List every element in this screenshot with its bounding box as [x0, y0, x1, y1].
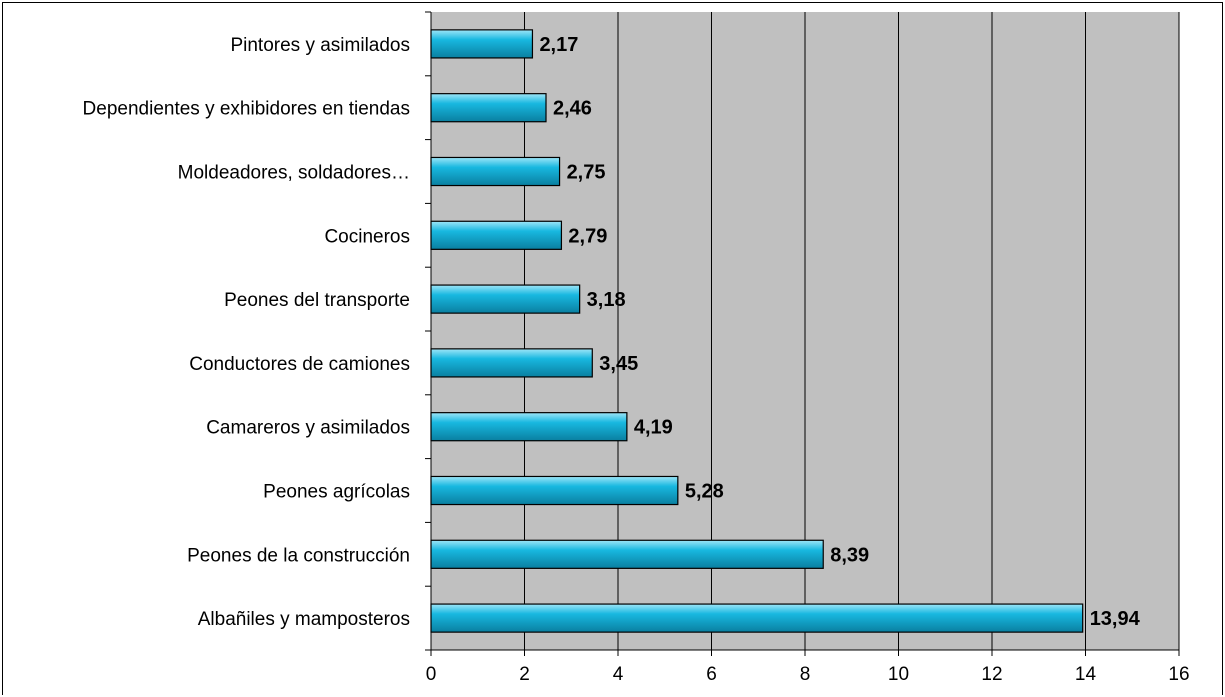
bar — [430, 220, 563, 250]
x-tick-label: 8 — [800, 664, 811, 685]
data-label: 2,17 — [539, 34, 578, 56]
category-label: Conductores de camiones — [189, 354, 410, 375]
bar — [430, 93, 547, 123]
data-label: 3,18 — [587, 289, 626, 311]
category-label: Camareros y asimilados — [206, 418, 410, 439]
bar — [430, 29, 534, 59]
x-tick-label: 0 — [426, 664, 437, 685]
bar — [430, 348, 593, 378]
category-labels: Albañiles y mamposteros Peones de la cons… — [83, 35, 410, 630]
bar — [430, 156, 561, 187]
data-labels: 13,94 8,39 5,28 4,19 3,45 3,18 2,79 2,75 2,46 2,1… — [539, 34, 1140, 630]
bar — [430, 539, 824, 569]
category-label: Albañiles y mamposteros — [198, 609, 410, 630]
data-label: 5,28 — [685, 481, 724, 503]
x-tick-label: 2 — [519, 664, 530, 685]
x-tick-label: 14 — [1075, 664, 1097, 685]
data-label: 3,45 — [599, 353, 638, 375]
category-label: Peones de la construcción — [187, 545, 410, 566]
category-label: Moldeadores, soldadores… — [178, 163, 410, 184]
bars — [430, 29, 1084, 633]
x-tick-label: 4 — [613, 664, 624, 685]
data-label: 2,79 — [568, 225, 607, 247]
data-label: 4,19 — [634, 417, 673, 439]
x-tick-label: 10 — [888, 664, 909, 685]
x-tick-labels: 0 2 4 6 8 10 12 14 16 — [426, 664, 1190, 685]
axes — [425, 11, 1180, 656]
category-label: Pintores y asimilados — [230, 35, 410, 56]
bar — [430, 284, 581, 314]
category-label: Dependientes y exhibidores en tiendas — [83, 99, 410, 120]
data-label: 2,46 — [553, 98, 592, 120]
bar — [430, 475, 679, 506]
data-label: 2,75 — [567, 162, 606, 184]
category-label: Peones agrícolas — [263, 482, 410, 503]
data-label: 13,94 — [1090, 608, 1141, 630]
bar — [430, 412, 628, 442]
category-label: Cocineros — [324, 226, 410, 247]
x-tick-label: 16 — [1168, 664, 1189, 685]
x-tick-label: 6 — [706, 664, 717, 685]
category-label: Peones del transporte — [224, 290, 410, 311]
data-label: 8,39 — [830, 544, 869, 566]
bar — [430, 603, 1084, 633]
x-tick-label: 12 — [981, 664, 1002, 685]
